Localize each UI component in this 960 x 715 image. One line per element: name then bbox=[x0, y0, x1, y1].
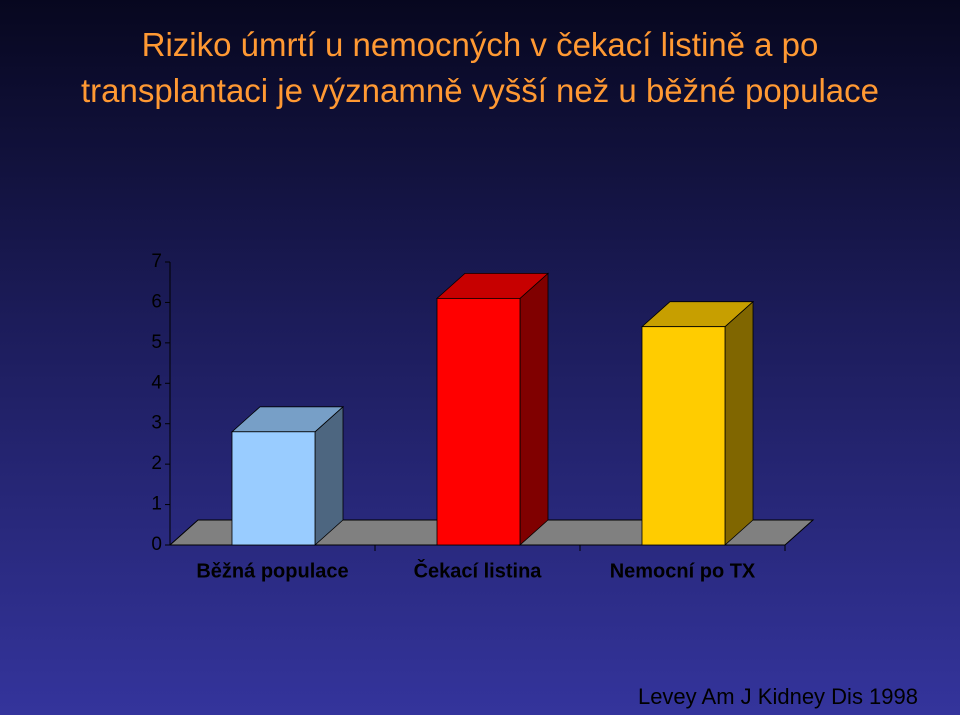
bar-side bbox=[724, 300, 754, 546]
y-tick-label: 6 bbox=[151, 291, 162, 312]
y-tick-label: 0 bbox=[151, 534, 162, 555]
y-tick-label: 2 bbox=[151, 453, 162, 474]
x-tick-label: Čekací listina bbox=[414, 558, 543, 582]
y-tick-label: 5 bbox=[151, 332, 162, 353]
y-tick-label: 4 bbox=[151, 372, 162, 393]
bar bbox=[231, 431, 316, 546]
bar-side bbox=[519, 272, 549, 546]
y-tick-label: 1 bbox=[151, 494, 162, 515]
y-tick-label: 7 bbox=[151, 251, 162, 272]
source: Levey Am J Kidney Dis 1998 bbox=[637, 684, 918, 709]
y-tick-label: 3 bbox=[151, 413, 162, 434]
bar bbox=[436, 297, 521, 546]
bar bbox=[641, 326, 726, 546]
x-tick-label: Běžná populace bbox=[196, 560, 348, 582]
chart-title: Riziko úmrtí u nemocných v čekací listin… bbox=[81, 26, 879, 109]
x-tick-label: Nemocní po TX bbox=[610, 560, 756, 582]
